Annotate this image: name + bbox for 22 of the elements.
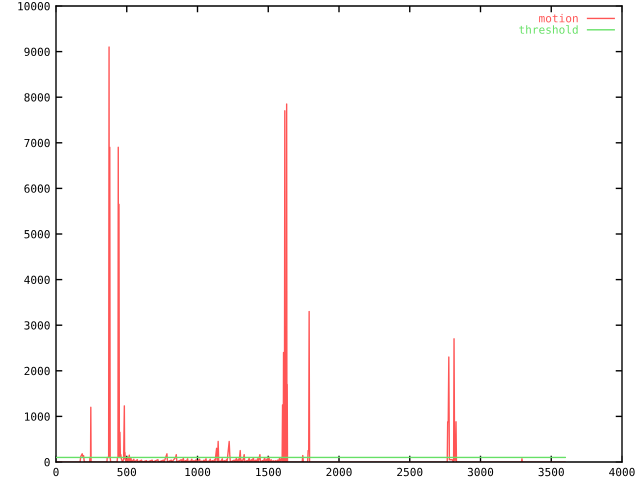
legend-label: threshold: [519, 25, 578, 34]
y-tick-label: 2000: [24, 366, 50, 376]
y-tick-label: 6000: [24, 184, 50, 193]
x-tick-label: 0: [53, 468, 59, 476]
y-tick-label: 9000: [24, 48, 50, 56]
y-tick-label: 7000: [24, 138, 50, 148]
y-tick-label: 10000: [18, 2, 50, 10]
x-tick-label: 3000: [468, 468, 494, 476]
legend-label: motion: [539, 14, 578, 22]
y-tick-label: 1000: [25, 412, 50, 421]
x-tick-label: 4000: [609, 468, 635, 476]
y-tick-label: 4000: [24, 276, 50, 284]
y-tick-label: 8000: [24, 93, 50, 102]
y-tick-label: 5000: [24, 230, 50, 238]
x-tick-label: 3500: [538, 468, 564, 476]
y-tick-label: 3000: [24, 321, 50, 330]
x-tick-label: 500: [117, 468, 136, 476]
x-tick-label: 2000: [326, 468, 352, 476]
x-tick-label: 1500: [256, 468, 281, 476]
x-tick-label: 1000: [185, 468, 210, 476]
y-tick-label: 0: [44, 458, 50, 466]
x-tick-label: 2500: [397, 468, 422, 476]
